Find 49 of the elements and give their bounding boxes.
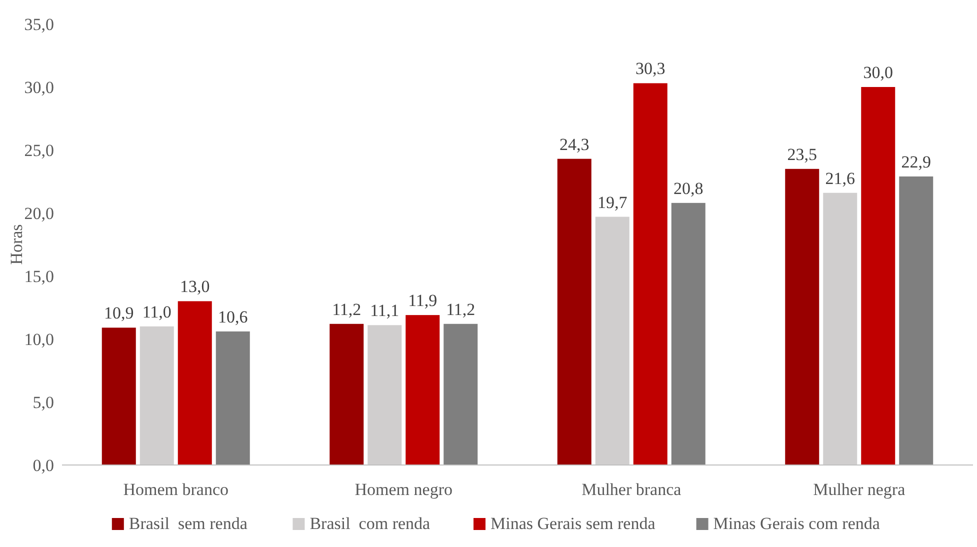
legend-label: Brasil com renda — [310, 514, 431, 533]
x-tick-label: Homem negro — [354, 480, 452, 499]
legend-label: Minas Gerais sem renda — [490, 514, 656, 533]
y-tick-label: 5,0 — [32, 392, 54, 412]
bar — [368, 325, 402, 465]
bar — [406, 315, 440, 465]
data-label: 11,9 — [408, 291, 438, 310]
y-tick-label: 10,0 — [24, 330, 54, 349]
data-label: 30,3 — [636, 59, 666, 78]
y-tick-label: 25,0 — [24, 140, 54, 160]
y-axis-title: Horas — [7, 224, 26, 265]
data-label: 11,0 — [142, 302, 172, 322]
bar — [823, 192, 858, 465]
data-label: 24,3 — [560, 134, 590, 154]
x-tick-label: Homem branco — [123, 480, 229, 499]
bar — [140, 326, 174, 465]
data-label: 10,9 — [104, 304, 134, 323]
bar — [444, 324, 478, 465]
y-tick-label: 30,0 — [24, 78, 54, 97]
bar — [785, 168, 820, 465]
data-label: 10,6 — [218, 307, 248, 326]
data-label: 22,9 — [901, 152, 931, 172]
bar — [557, 158, 592, 465]
x-tick-label: Mulher negra — [813, 480, 906, 499]
bar — [595, 216, 630, 465]
data-label: 19,7 — [598, 192, 628, 212]
data-label: 11,1 — [370, 301, 400, 320]
bar — [216, 331, 250, 465]
data-label: 20,8 — [674, 178, 704, 198]
data-label: 23,5 — [787, 144, 817, 164]
x-tick-label: Mulher branca — [582, 480, 682, 499]
y-tick-label: 15,0 — [24, 266, 54, 286]
data-label: 11,2 — [446, 300, 476, 319]
y-tick-label: 35,0 — [24, 14, 54, 34]
bar — [102, 328, 136, 465]
y-tick-label: 0,0 — [32, 456, 54, 475]
data-label: 11,2 — [332, 300, 362, 319]
data-label: 30,0 — [863, 63, 893, 82]
legend-label: Minas Gerais com renda — [713, 514, 880, 533]
legend-label: Brasil sem renda — [128, 514, 248, 533]
bar — [178, 301, 212, 465]
data-label: 21,6 — [825, 168, 855, 188]
bar — [899, 176, 934, 465]
bar — [330, 324, 364, 465]
bar — [861, 87, 896, 465]
bar — [633, 83, 668, 465]
data-label: 13,0 — [180, 277, 210, 296]
y-tick-label: 20,0 — [24, 204, 54, 223]
bar — [671, 202, 706, 465]
